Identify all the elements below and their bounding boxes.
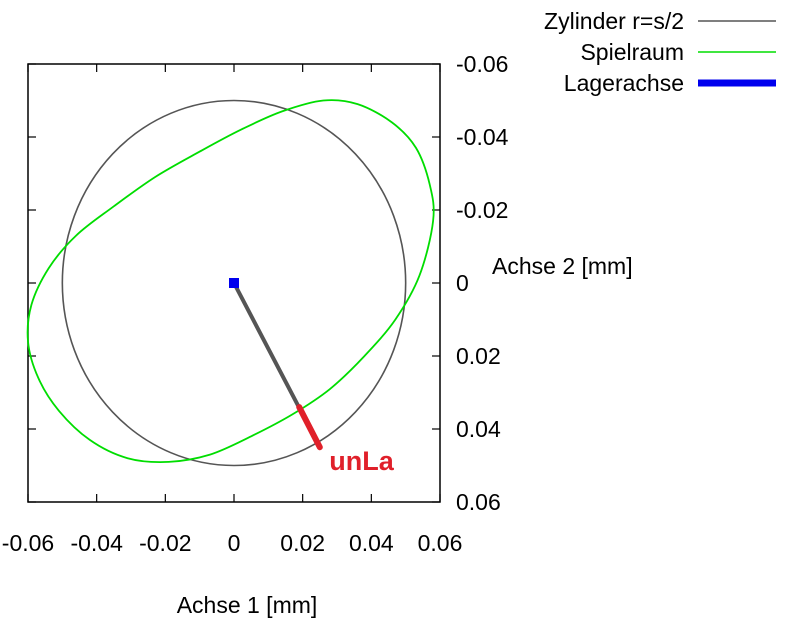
plot-area [26, 99, 435, 467]
x-tick-label: 0 [228, 530, 241, 556]
y-tick-label: -0.04 [456, 124, 509, 150]
x-tick-label: -0.06 [2, 530, 54, 556]
y-tick-label: -0.02 [456, 197, 508, 223]
x-tick-label: 0.02 [280, 530, 325, 556]
y-axis-label: Achse 2 [mm] [492, 253, 633, 279]
x-axis: -0.06 -0.04 -0.02 0 0.02 0.04 0.06 [2, 64, 463, 556]
annotations: unLa [329, 446, 394, 476]
y-axis: -0.06 -0.04 -0.02 0 0.02 0.04 0.06 [28, 51, 509, 515]
x-tick-label: -0.02 [139, 530, 191, 556]
y-tick-label: 0.04 [456, 416, 501, 442]
y-tick-label: -0.06 [456, 51, 508, 77]
series-spielraum-curve [26, 99, 435, 463]
x-axis-label: Achse 1 [mm] [177, 592, 318, 618]
y-tick-label: 0 [456, 270, 469, 296]
y-tick-label: 0.02 [456, 343, 501, 369]
unbalance-vector-tip [296, 404, 323, 451]
series-zylinder-circle [61, 99, 407, 467]
legend-label: Spielraum [580, 39, 684, 65]
x-tick-label: 0.04 [349, 530, 394, 556]
x-tick-label: -0.04 [70, 530, 123, 556]
legend-label: Lagerachse [564, 70, 684, 96]
annotation-unla: unLa [329, 446, 394, 476]
y-tick-label: 0.06 [456, 489, 501, 515]
legend-label: Zylinder r=s/2 [544, 8, 684, 34]
legend: Zylinder r=s/2 Spielraum Lagerachse [544, 8, 776, 96]
series-lagerachse-point [229, 278, 239, 288]
x-tick-label: 0.06 [418, 530, 463, 556]
